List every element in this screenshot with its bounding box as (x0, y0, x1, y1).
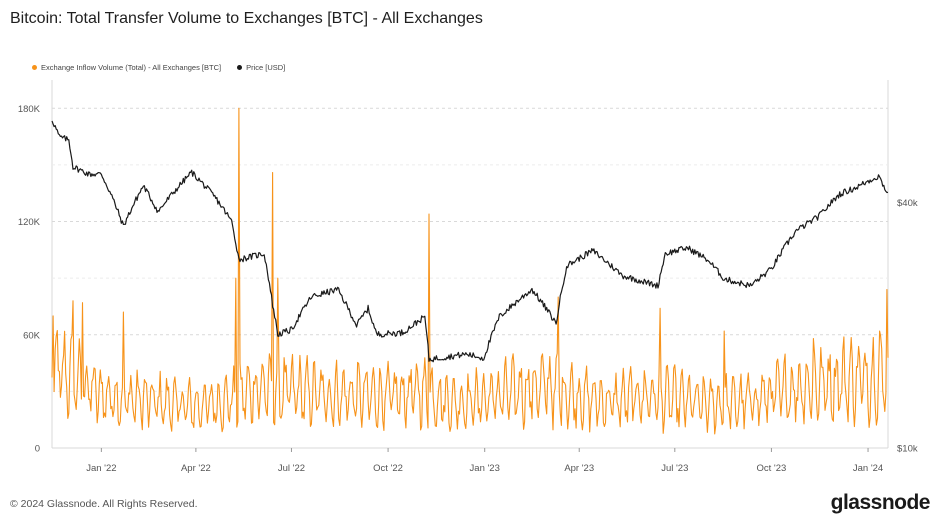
x-tick-6: Jul '23 (661, 463, 688, 474)
y-right-tick-0: $10k (897, 444, 918, 455)
brand-logo: glassnode (830, 491, 931, 514)
x-tick-4: Jan '23 (470, 463, 500, 474)
legend-item-price[interactable]: Price [USD] (237, 63, 285, 72)
x-tick-1: Apr '22 (181, 463, 211, 474)
x-tick-2: Jul '22 (278, 463, 305, 474)
legend-label-inflow: Exchange Inflow Volume (Total) - All Exc… (41, 63, 222, 72)
x-tick-7: Oct '23 (757, 463, 787, 474)
chart-title: Bitcoin: Total Transfer Volume to Exchan… (10, 10, 483, 27)
x-tick-5: Apr '23 (564, 463, 594, 474)
x-tick-0: Jan '22 (86, 463, 116, 474)
x-tick-8: Jan '24 (853, 463, 883, 474)
y-left-tick-3: 180K (18, 104, 41, 115)
inflow-line (51, 107, 889, 435)
copyright: © 2024 Glassnode. All Rights Reserved. (10, 498, 198, 510)
price-line (51, 120, 889, 363)
legend-label-price: Price [USD] (246, 63, 286, 72)
x-tick-3: Oct '22 (373, 463, 403, 474)
legend-swatch-inflow (32, 65, 37, 70)
inflow-series (51, 107, 889, 435)
axes: 0 60K 120K 180K $10k $40k Jan '22 Apr '22 Jul '2… (18, 104, 918, 474)
legend: Exchange Inflow Volume (Total) - All Exc… (32, 63, 285, 72)
y-left-tick-1: 60K (23, 330, 41, 341)
legend-item-inflow[interactable]: Exchange Inflow Volume (Total) - All Exc… (32, 63, 221, 72)
y-left-tick-2: 120K (18, 217, 41, 228)
price-series (51, 120, 889, 363)
y-right-tick-1: $40k (897, 198, 918, 209)
legend-swatch-price (237, 65, 243, 70)
y-left-tick-0: 0 (35, 444, 40, 455)
grid (51, 80, 889, 449)
